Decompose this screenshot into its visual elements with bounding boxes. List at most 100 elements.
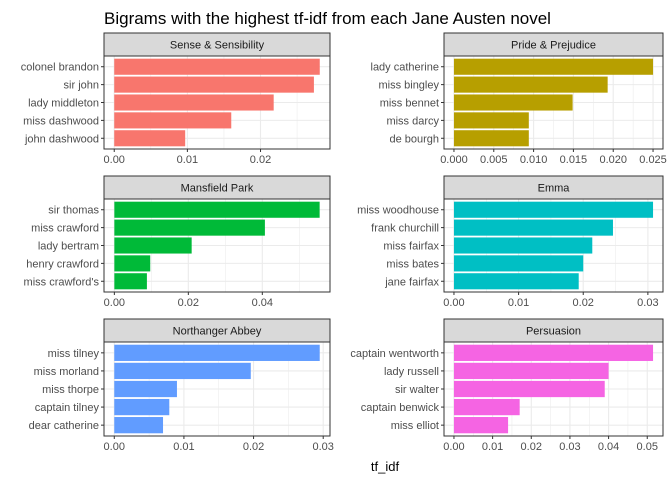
y-tick-label: colonel brandon: [21, 62, 99, 74]
x-tick-label: 0.02: [243, 441, 264, 453]
bar-miss-crawford-s: [114, 273, 147, 290]
bar-miss-elliot: [453, 417, 509, 434]
x-tick-label: 0.005: [480, 154, 508, 166]
bar-captain-wentworth: [453, 344, 654, 361]
panel-border: [103, 341, 331, 437]
y-tick-label: miss bennet: [380, 98, 439, 110]
panel-strip-label: Pride & Prejudice: [511, 40, 596, 52]
y-tick-label: miss bingley: [378, 80, 439, 92]
bar-captain-tilney: [114, 398, 170, 416]
bar-dear-catherine: [114, 417, 164, 434]
panel-border: [443, 55, 664, 150]
x-axis-title: tf_idf: [371, 459, 400, 474]
x-tick-label: 0.02: [250, 154, 271, 166]
panel-strip-label: Northanger Abbey: [173, 326, 262, 338]
y-tick-label: lady middleton: [28, 98, 99, 110]
y-tick-label: miss elliot: [391, 420, 439, 432]
bar-miss-fairfax: [453, 237, 593, 254]
x-tick-label: 0.02: [178, 297, 199, 309]
y-tick-label: miss bates: [386, 258, 439, 270]
y-tick-label: dear catherine: [29, 420, 99, 432]
panel-strip-label: Persuasion: [526, 326, 581, 338]
bar-colonel-brandon: [114, 58, 320, 75]
x-tick-label: 0.03: [637, 297, 658, 309]
bar-miss-bingley: [453, 76, 608, 93]
x-tick-label: 0.03: [312, 441, 333, 453]
panel-persuasion: Persuasion captain wentworth lady russell s…: [350, 318, 664, 453]
panel-border: [103, 198, 331, 293]
bar-frank-churchill: [453, 219, 613, 236]
bar-john-dashwood: [114, 130, 186, 147]
y-tick-label: sir thomas: [48, 205, 99, 217]
y-tick-label: john dashwood: [24, 133, 99, 145]
panel-border: [443, 198, 664, 293]
y-tick-label: miss darcy: [386, 115, 439, 127]
y-tick-label: lady bertram: [38, 241, 99, 253]
x-tick-label: 0.01: [177, 154, 198, 166]
bar-miss-bates: [453, 255, 584, 272]
y-tick-label: miss fairfax: [383, 241, 439, 253]
panel-border: [443, 341, 664, 437]
bar-miss-tilney: [114, 344, 320, 361]
x-tick-label: 0.010: [520, 154, 548, 166]
bar-lady-middleton: [114, 94, 274, 111]
y-tick-label: captain benwick: [361, 402, 440, 414]
y-tick-label: jane fairfax: [384, 276, 439, 288]
y-tick-label: lady russell: [384, 366, 439, 378]
x-tick-label: 0.00: [104, 441, 125, 453]
bar-miss-woodhouse: [453, 201, 654, 218]
bar-miss-crawford: [114, 219, 265, 236]
x-tick-label: 0.025: [639, 154, 667, 166]
x-tick-label: 0.00: [443, 441, 464, 453]
bar-sir-john: [114, 76, 314, 93]
x-tick-label: 0.04: [598, 441, 619, 453]
y-tick-label: miss morland: [34, 366, 99, 378]
bar-jane-fairfax: [453, 273, 579, 290]
y-tick-label: captain wentworth: [350, 348, 439, 360]
x-tick-label: 0.01: [508, 297, 529, 309]
x-tick-label: 0.01: [482, 441, 503, 453]
bar-lady-russell: [453, 362, 609, 380]
y-tick-label: henry crawford: [26, 258, 99, 270]
bar-lady-bertram: [114, 237, 192, 254]
x-tick-label: 0.03: [559, 441, 580, 453]
y-tick-label: miss thorpe: [42, 384, 99, 396]
y-tick-label: lady catherine: [371, 62, 440, 74]
panel-pride-prejudice: Pride & Prejudice lady catherine miss bing…: [371, 32, 667, 166]
bar-miss-thorpe: [114, 380, 177, 398]
y-tick-label: miss woodhouse: [357, 205, 439, 217]
bar-sir-walter: [453, 380, 605, 398]
bar-sir-thomas: [114, 201, 320, 218]
x-tick-label: 0.020: [599, 154, 627, 166]
y-tick-label: miss tilney: [48, 348, 100, 360]
x-tick-label: 0.015: [560, 154, 588, 166]
bar-de-bourgh: [453, 130, 529, 147]
bar-miss-dashwood: [114, 112, 232, 129]
y-tick-label: miss crawford's: [24, 276, 100, 288]
y-tick-label: sir john: [64, 80, 99, 92]
x-tick-label: 0.02: [573, 297, 594, 309]
panel-border: [103, 55, 331, 150]
panel-emma: Emma miss woodhouse frank churchill miss fa…: [357, 175, 664, 309]
bar-miss-darcy: [453, 112, 529, 129]
y-tick-label: miss crawford: [31, 223, 99, 235]
x-tick-label: 0.02: [521, 441, 542, 453]
bar-henry-crawford: [114, 255, 151, 272]
bar-captain-benwick: [453, 398, 520, 416]
chart-title: Bigrams with the highest tf-idf from eac…: [104, 9, 551, 28]
x-tick-label: 0.01: [173, 441, 194, 453]
y-tick-label: frank churchill: [371, 223, 439, 235]
x-tick-label: 0.00: [104, 154, 125, 166]
y-tick-label: de bourgh: [389, 133, 439, 145]
x-tick-label: 0.000: [440, 154, 468, 166]
panel-mansfield-park: Mansfield Park sir thomas miss crawford lad…: [24, 175, 331, 309]
panel-strip-label: Emma: [538, 183, 571, 195]
x-tick-label: 0.05: [637, 441, 658, 453]
x-tick-label: 0.04: [252, 297, 273, 309]
bar-lady-catherine: [453, 58, 654, 75]
y-tick-label: captain tilney: [35, 402, 100, 414]
panel-northanger-abbey: Northanger Abbey miss tilney miss morland m…: [29, 318, 334, 453]
panel-strip-label: Sense & Sensibility: [170, 40, 265, 52]
y-tick-label: sir walter: [395, 384, 439, 396]
